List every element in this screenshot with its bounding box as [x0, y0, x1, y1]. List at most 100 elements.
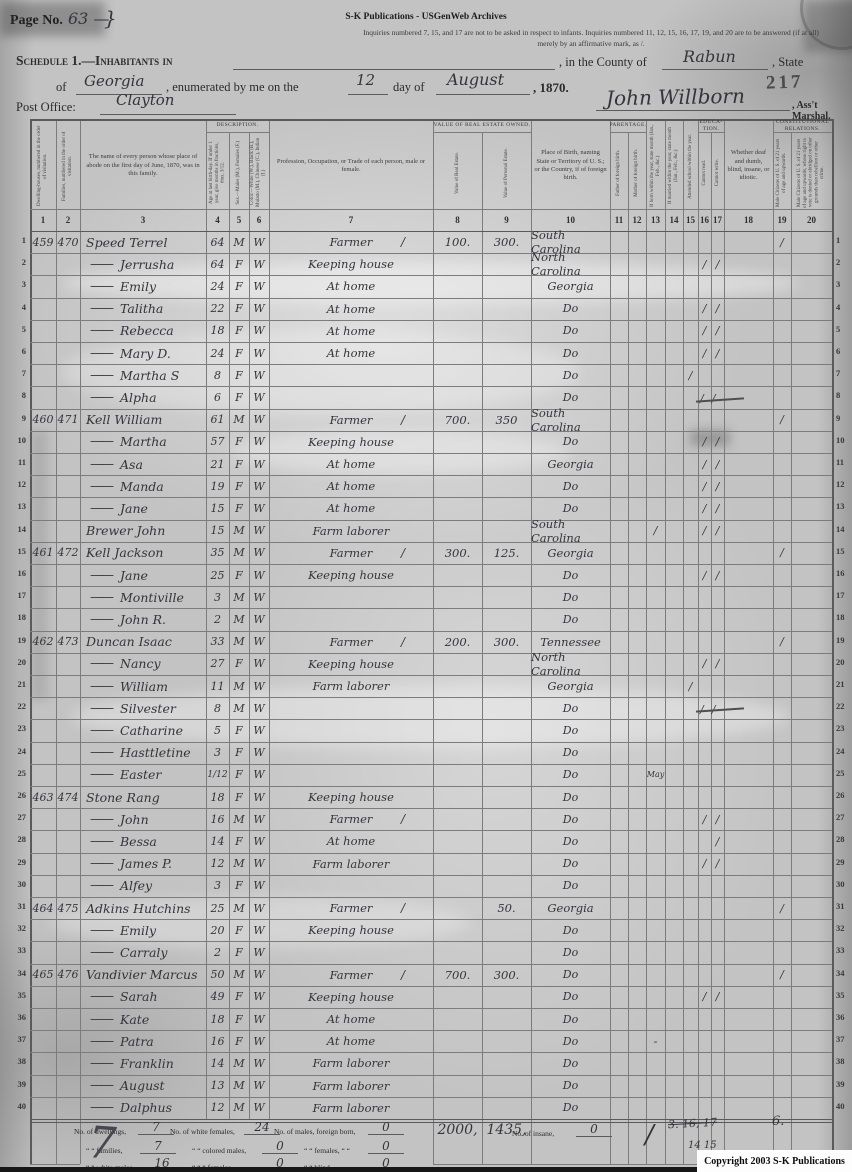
row-number-right: 22 — [836, 701, 845, 712]
column-header-label: Whether deaf and dumb, blind, insane, or… — [727, 149, 770, 182]
column-header: Cannot write. — [711, 132, 724, 213]
real-estate-value: 700. — [444, 967, 471, 982]
grid-line — [698, 132, 724, 133]
real-estate-value: 300. — [444, 545, 471, 560]
person-name: Vandivier Marcus — [86, 967, 198, 983]
row-number-left: 8 — [21, 390, 26, 401]
occupation-value: Keeping house — [308, 434, 394, 449]
occupation-value: Farmer / — [329, 812, 405, 827]
person-name: Franklin — [120, 1055, 174, 1071]
column-header-label: Male Citizens of U. S. of 21 years of ag… — [797, 137, 826, 208]
sex-value: F — [235, 945, 243, 959]
row-number-right: 24 — [836, 745, 845, 756]
age-value: 35 — [210, 546, 225, 560]
grid-line — [30, 985, 832, 987]
birthplace-value: Do — [562, 501, 579, 515]
person-name-cell: Kell William — [80, 409, 212, 431]
ditto-dash: —— — [90, 500, 114, 516]
birthplace-value: Georgia — [547, 545, 594, 560]
dwelling-number: 465 — [32, 968, 54, 982]
age-value: 6 — [214, 390, 221, 404]
row-number-left: 24 — [17, 745, 27, 756]
sex-value: F — [235, 368, 243, 382]
mark-c17: / — [715, 257, 720, 271]
personal-estate-value: 350 — [495, 412, 518, 427]
sex-value: M — [233, 612, 245, 626]
row-number-right: 35 — [836, 989, 845, 1000]
person-name-cell: —— Jerrusha — [80, 253, 216, 275]
person-name-cell: Speed Terrel — [80, 231, 212, 253]
grid-line — [30, 475, 832, 477]
color-value: W — [253, 990, 265, 1004]
mark-c13: May — [646, 770, 665, 780]
family-number: 471 — [57, 413, 79, 427]
page-number-label: Page No. — [10, 13, 63, 28]
family-number: 472 — [57, 546, 79, 560]
stat-l1-0-label: No. of dwellings, — [74, 1127, 127, 1136]
birthplace-value: Do — [562, 723, 579, 737]
age-value: 12 — [210, 857, 225, 871]
row-number-right: 21 — [836, 679, 845, 689]
grid-line — [30, 275, 832, 277]
row-number-left: 36 — [17, 1012, 27, 1022]
person-name: Catharine — [120, 722, 183, 738]
row-number-left: 31 — [17, 901, 27, 911]
personal-estate-total: 1435, — [486, 1122, 527, 1138]
row-number-left: 20 — [17, 656, 27, 667]
sex-value: F — [235, 834, 243, 848]
column-number: 19 — [777, 215, 787, 225]
scan-artifact — [60, 262, 800, 304]
age-value: 3 — [214, 879, 221, 893]
color-value: W — [253, 945, 265, 959]
sex-value: F — [235, 390, 243, 404]
grid-line — [30, 874, 832, 876]
grid-line — [433, 132, 531, 133]
person-name-cell: —— Martha — [80, 431, 216, 453]
mark-c19: / — [780, 546, 784, 560]
grid-line — [773, 132, 832, 133]
age-value: 49 — [210, 990, 225, 1004]
color-value: W — [253, 235, 265, 249]
sex-value: F — [235, 923, 243, 937]
row-number-right: 38 — [836, 1056, 845, 1067]
row-number-right: 18 — [836, 612, 845, 623]
birthplace-value: North Carolina — [531, 649, 581, 678]
row-number-left: 39 — [17, 1078, 27, 1089]
mark-c16: / — [702, 435, 707, 449]
age-value: 18 — [210, 1012, 225, 1026]
occupation-value: At home — [326, 501, 376, 516]
mark-c16: / — [702, 812, 707, 826]
grid-line — [30, 763, 832, 765]
ditto-dash: —— — [90, 944, 114, 960]
grid-line — [30, 741, 832, 743]
occupation-value: Farmer / — [329, 545, 405, 560]
person-name: Mary D. — [120, 345, 171, 361]
color-value: W — [253, 768, 265, 782]
birthplace-value: Do — [562, 790, 579, 804]
column-number: 5 — [236, 215, 242, 225]
person-name-cell: Duncan Isaac — [80, 631, 212, 653]
row-number-right: 26 — [836, 790, 845, 800]
birthplace-value: Do — [562, 990, 579, 1004]
row-number-left: 2 — [21, 257, 26, 268]
birthplace-value: South Carolina — [531, 516, 581, 545]
grid-line — [30, 1052, 832, 1054]
birthplace-value: Do — [562, 812, 579, 826]
person-name: Kell William — [86, 412, 163, 428]
person-name-cell: —— Franklin — [80, 1052, 216, 1074]
grid-line — [433, 119, 434, 1164]
row-number-left: 17 — [17, 590, 27, 601]
note-below: 14 15 — [688, 1140, 717, 1151]
ditto-dash: —— — [90, 345, 114, 361]
person-name-cell: —— Easter — [80, 764, 216, 786]
column-number: 2 — [65, 215, 71, 225]
mark-c16: / — [702, 302, 707, 316]
sex-value: M — [233, 701, 245, 715]
stat-l2-2-value: 0 — [368, 1139, 404, 1154]
occupation-value: Farmer / — [329, 412, 405, 427]
sex-value: F — [235, 768, 243, 782]
occupation-ditto-mark: / — [400, 901, 405, 916]
tally-slash-mark: / — [645, 1120, 654, 1150]
grid-line — [30, 386, 832, 388]
mark-c17: / — [715, 435, 720, 449]
